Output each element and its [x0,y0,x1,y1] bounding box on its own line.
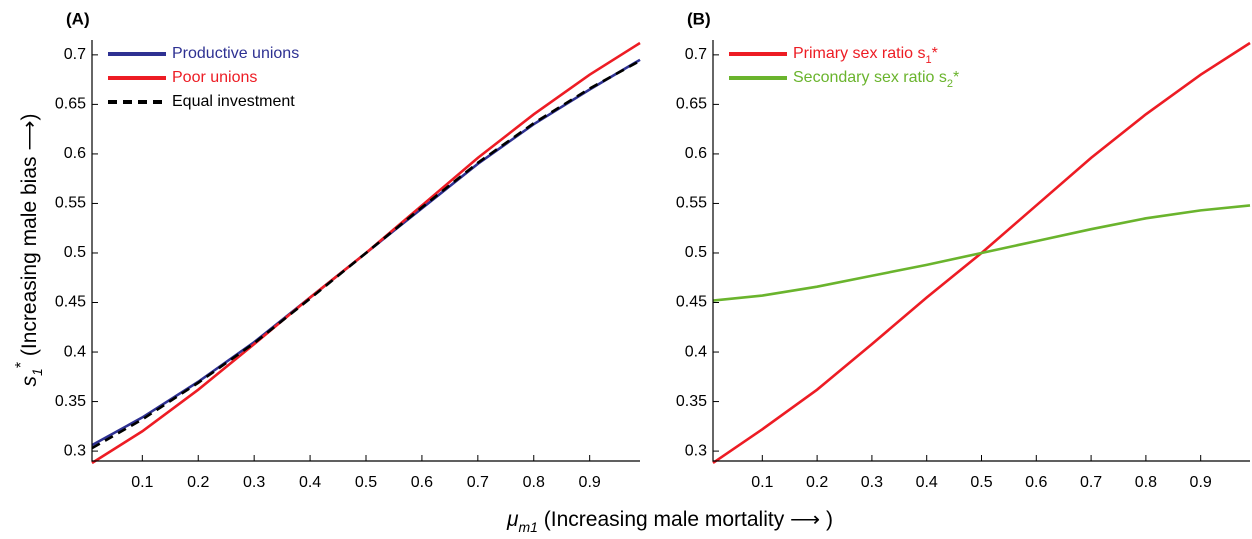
x-tick-label: 0.2 [187,474,209,491]
x-tick-label: 0.4 [916,474,938,491]
legend-sup: * [953,69,959,86]
x-tick-label: 0.9 [579,474,601,491]
panel-label: (B) [687,9,711,28]
x-tick-label: 0.9 [1190,474,1212,491]
panel-label: (A) [66,9,90,28]
legend-name: Primary sex ratio s [793,45,925,62]
y-tick-label: 0.35 [676,393,707,410]
y-tick-label: 0.65 [676,96,707,113]
axis-frame [712,40,1250,462]
y-tick-label: 0.6 [64,145,86,162]
x-tick-label: 0.5 [970,474,992,491]
x-tick-label: 0.5 [355,474,377,491]
panel: (B) 0.3 0.35 0.4 0.45 0.5 0.55 0.6 0.65 0.7 0.1 0.2… [676,9,1251,491]
y-tick-label: 0.5 [685,244,707,261]
x-tick-label: 0.8 [1135,474,1157,491]
legend-label: Secondary sex ratio s2* [793,69,959,90]
x-tick-label: 0.6 [1025,474,1047,491]
legend-label: Primary sex ratio s1* [793,45,938,66]
y-tick-label: 0.45 [55,294,86,311]
y-label-sup: * [13,362,30,368]
y-tick-label: 0.4 [685,343,707,360]
x-tick-label: 0.1 [131,474,153,491]
x-tick-label: 0.7 [467,474,489,491]
x-label-sub: m1 [519,519,538,535]
x-tick-label: 0.8 [523,474,545,491]
x-label-text: (Increasing male mortality ⟶ ) [538,508,833,531]
legend-label: Productive unions [172,45,299,62]
legend-label: Poor unions [172,69,257,86]
legend-name: Productive unions [172,45,299,62]
y-tick-label: 0.45 [676,294,707,311]
y-axis-label: s1* (Increasing male bias ⟶) [13,114,45,387]
legend-sub: 1 [925,54,931,66]
legend-sub: 2 [947,78,953,90]
y-tick-label: 0.5 [64,244,86,261]
series-line [91,59,641,450]
x-tick-label: 0.7 [1080,474,1102,491]
y-tick-label: 0.65 [55,96,86,113]
legend-sup: * [932,45,938,62]
x-tick-label: 0.3 [861,474,883,491]
axis-frame [91,40,640,462]
series-line [712,204,1251,302]
y-tick-label: 0.4 [64,343,86,360]
y-tick-label: 0.7 [64,46,86,63]
x-tick-label: 0.3 [243,474,265,491]
legend-name: Poor unions [172,69,257,86]
panel: (A) 0.3 0.35 0.4 0.45 0.5 0.55 0.6 0.65 0.7 0.1 0.2… [55,9,641,491]
y-tick-label: 0.55 [676,195,707,212]
y-tick-label: 0.3 [64,442,86,459]
y-label-sub: 1 [29,368,45,376]
x-axis-label: μm1 (Increasing male mortality ⟶ ) [506,508,833,535]
y-label-symbol: s [18,375,41,386]
y-tick-label: 0.55 [55,195,86,212]
y-label-text: (Increasing male bias ⟶) [18,114,41,362]
y-tick-label: 0.3 [685,442,707,459]
legend-name: Secondary sex ratio s [793,69,947,86]
legend-name: Equal investment [172,93,295,110]
x-tick-label: 0.6 [411,474,433,491]
x-label-symbol: μ [506,508,519,531]
x-tick-label: 0.1 [751,474,773,491]
y-tick-label: 0.35 [55,393,86,410]
y-tick-label: 0.7 [685,46,707,63]
x-tick-label: 0.4 [299,474,321,491]
legend-label: Equal investment [172,93,295,110]
y-tick-label: 0.6 [685,145,707,162]
x-tick-label: 0.2 [806,474,828,491]
